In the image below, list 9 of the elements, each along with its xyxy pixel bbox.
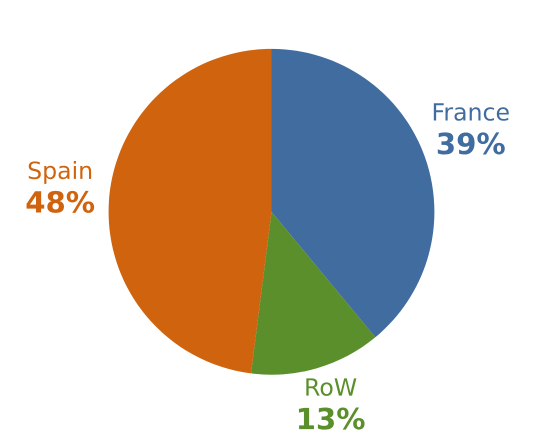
data-label: 39% xyxy=(438,132,505,154)
slice-label: RoW xyxy=(306,378,356,396)
slice-label: Spain xyxy=(28,160,92,184)
pie-slice xyxy=(108,48,272,374)
slice-label: France xyxy=(434,103,509,121)
pie-slice xyxy=(272,48,434,338)
pie-slice xyxy=(251,212,376,375)
data-label: 13% xyxy=(298,408,365,430)
data-label: 48% xyxy=(26,190,94,213)
